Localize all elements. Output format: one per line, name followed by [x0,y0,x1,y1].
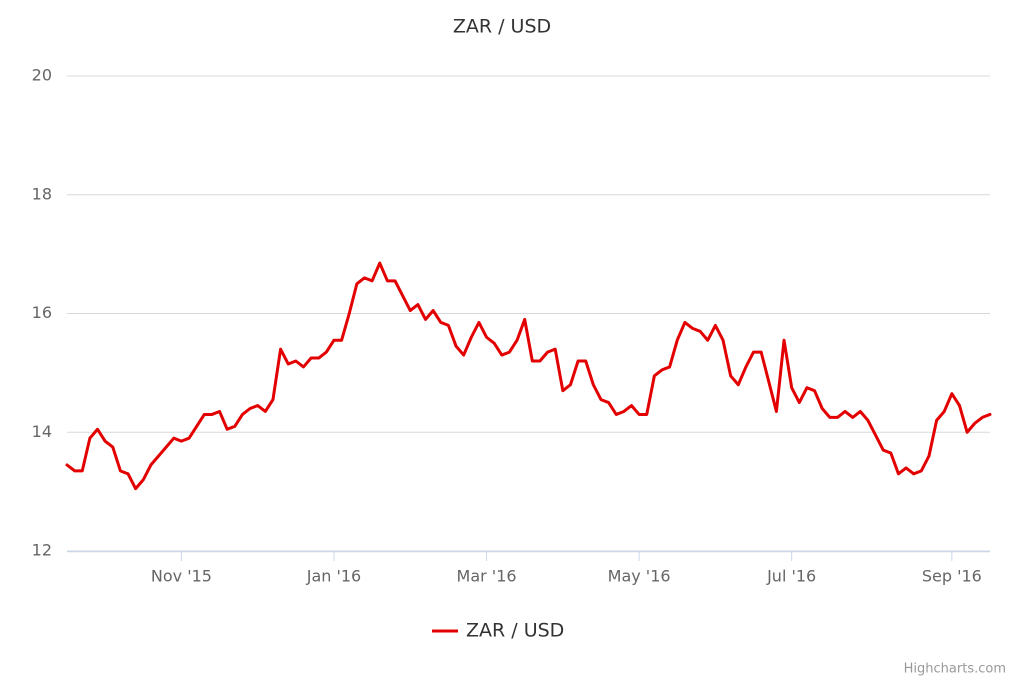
legend-label[interactable]: ZAR / USD [466,620,564,642]
credits[interactable]: Highcharts.com [904,662,1006,677]
x-tick-label: Jul '16 [766,567,816,586]
y-tick-label: 14 [32,422,52,441]
x-tick-label: Jan '16 [306,567,362,586]
y-tick-label: 16 [32,303,52,322]
x-tick-label: Mar '16 [457,567,517,586]
y-tick-label: 20 [32,66,52,85]
y-tick-label: 12 [32,541,52,560]
chart-title: ZAR / USD [453,16,551,38]
y-tick-label: 18 [32,184,52,203]
x-tick-label: May '16 [608,567,671,586]
x-tick-label: Nov '15 [151,567,212,586]
series-line [65,261,992,491]
x-tick-label: Sep '16 [922,567,982,586]
